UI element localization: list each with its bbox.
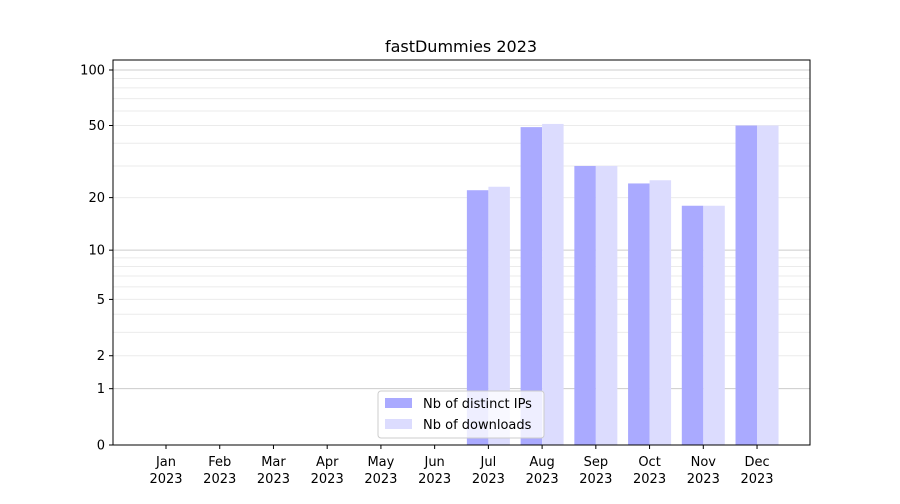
y-axis: 0 1 2 5 10 20 50 100 <box>80 63 113 454</box>
bars <box>466 123 779 446</box>
bar-downloads <box>488 186 510 445</box>
x-tick-label-year: 2023 <box>418 472 451 487</box>
gridlines <box>113 69 810 390</box>
legend-label-downloads: Nb of downloads <box>423 418 532 433</box>
x-tick-label-year: 2023 <box>149 472 182 487</box>
bar-distinct-ips <box>628 183 650 445</box>
legend-swatch-downloads <box>385 419 412 429</box>
y-tick-label: 5 <box>97 293 105 308</box>
bar-distinct-ips <box>574 165 596 445</box>
bar-downloads <box>649 180 672 445</box>
bar-downloads <box>542 123 564 445</box>
x-tick-label-month: Sep <box>584 455 609 470</box>
x-tick-label-year: 2023 <box>364 472 397 487</box>
legend-box <box>377 390 545 439</box>
y-tick-label: 20 <box>88 191 105 206</box>
bar-distinct-ips <box>466 190 489 445</box>
bar-distinct-ips <box>735 125 758 446</box>
y-tick-label: 0 <box>97 439 105 454</box>
x-tick-label-month: May <box>367 455 394 470</box>
x-tick-label-month: Oct <box>638 455 660 470</box>
legend: Nb of distinct IPs Nb of downloads <box>377 390 545 439</box>
x-tick-label-year: 2023 <box>633 472 666 487</box>
legend-swatch-distinct-ips <box>385 398 412 408</box>
y-tick-label: 10 <box>88 244 105 259</box>
x-tick-label-month: Jan <box>155 455 176 470</box>
x-tick-label-year: 2023 <box>687 472 720 487</box>
x-tick-label-month: Feb <box>208 455 231 470</box>
bar-distinct-ips <box>681 205 704 445</box>
bar-downloads <box>757 125 779 446</box>
bar-downloads <box>703 205 725 445</box>
y-tick-label: 2 <box>97 349 105 364</box>
x-tick-label-year: 2023 <box>311 472 344 487</box>
bar-distinct-ips <box>520 127 543 445</box>
y-tick-label: 100 <box>80 63 105 78</box>
bar-downloads <box>595 165 618 445</box>
x-tick-label-month: Jul <box>480 455 497 470</box>
legend-label-distinct-ips: Nb of distinct IPs <box>423 397 532 412</box>
x-tick-label-year: 2023 <box>203 472 236 487</box>
x-tick-label-month: Nov <box>691 455 717 470</box>
x-axis: Jan 2023 Feb 2023 Mar 2023 Apr 2023 May 2023 Jun 20… <box>149 445 774 487</box>
y-tick-label: 1 <box>97 382 105 397</box>
x-tick-label-month: Dec <box>744 455 769 470</box>
plot-frame <box>112 59 811 446</box>
x-tick-label-year: 2023 <box>472 472 505 487</box>
y-tick-label: 50 <box>88 119 105 134</box>
chart-title: fastDummies 2023 <box>385 37 537 56</box>
x-tick-label-month: Jun <box>423 455 444 470</box>
x-tick-label-year: 2023 <box>740 472 773 487</box>
x-tick-label-year: 2023 <box>257 472 290 487</box>
x-tick-label-year: 2023 <box>579 472 612 487</box>
x-tick-label-year: 2023 <box>526 472 559 487</box>
x-tick-label-month: Aug <box>529 455 554 470</box>
x-tick-label-month: Apr <box>316 455 339 470</box>
x-tick-label-month: Mar <box>261 455 286 470</box>
